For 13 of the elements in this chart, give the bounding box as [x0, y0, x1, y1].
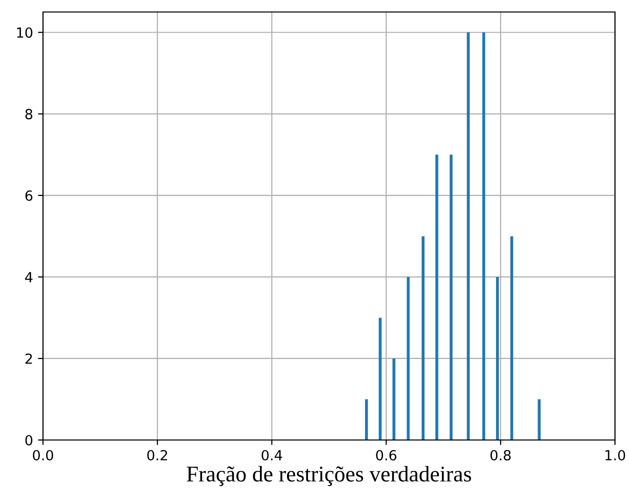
y-tick-label: 10: [17, 27, 32, 38]
x-axis-title: Fração de restrições verdadeiras: [186, 466, 472, 486]
x-tick-label: 1.0: [605, 450, 626, 460]
x-tick-label: 0.4: [262, 450, 282, 460]
x-tick-label: 0.8: [490, 450, 511, 460]
y-tick-label: 0: [25, 434, 32, 446]
x-tick-label: 0.6: [376, 450, 396, 460]
x-tick-label: 0.0: [32, 450, 54, 460]
y-tick-label: 6: [25, 190, 32, 201]
x-tick-label: 0.2: [147, 450, 168, 460]
y-tick-label: 2: [25, 353, 32, 364]
y-tick-label: 4: [25, 272, 32, 282]
y-tick-label: 8: [25, 108, 32, 120]
